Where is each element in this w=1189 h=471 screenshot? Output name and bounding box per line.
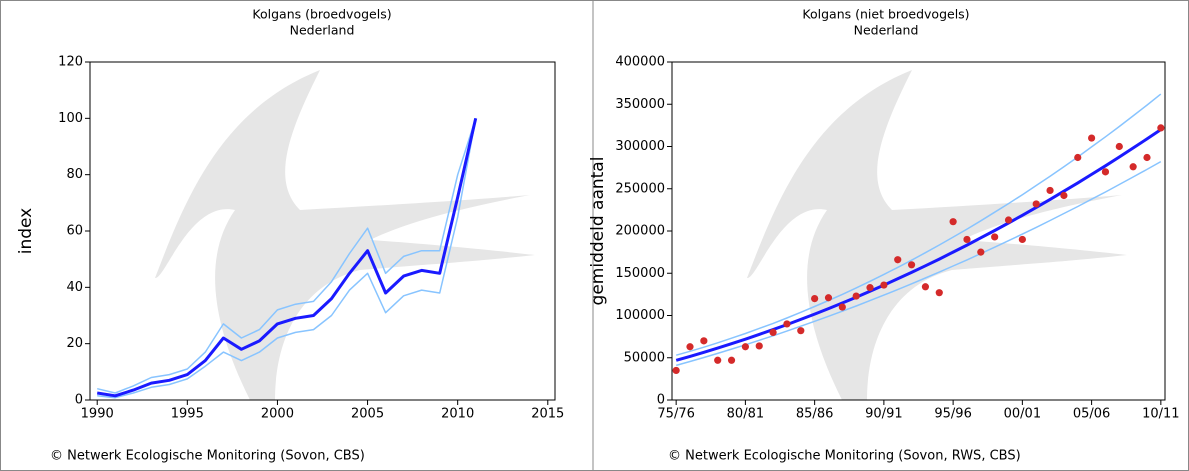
y-tick-label: 20: [66, 336, 83, 351]
x-tick-label: 2010: [441, 407, 474, 422]
x-tick-label: 85/86: [796, 407, 833, 422]
data-point: [686, 343, 694, 351]
data-point: [852, 292, 860, 300]
data-point: [1143, 153, 1151, 162]
series-line: [96, 117, 478, 398]
data-point: [866, 284, 874, 292]
data-point: [1004, 216, 1013, 224]
y-tick-label: 200000: [615, 224, 665, 239]
y-tick-label: 400000: [615, 55, 665, 70]
data-point: [824, 294, 833, 302]
data-point: [907, 261, 916, 269]
x-tick-label: 10/11: [1142, 407, 1179, 422]
data-point: [769, 328, 777, 336]
data-point: [838, 303, 846, 311]
source-note: © Netwerk Ecologische Monitoring (Sovon,…: [668, 449, 1021, 464]
series-line: [97, 118, 477, 394]
source-note: © Netwerk Ecologische Monitoring (Sovon,…: [50, 449, 365, 464]
series-line: [675, 160, 1162, 367]
y-tick-label: 100000: [615, 308, 665, 323]
data-point: [921, 283, 930, 291]
x-tick-label: 2000: [261, 407, 294, 422]
y-axis-label: gemiddeld aantal: [588, 157, 608, 306]
y-tick-label: 300000: [615, 139, 665, 154]
y-tick-label: 100: [58, 111, 83, 126]
x-tick-label: 75/76: [657, 407, 694, 422]
data-point: [1101, 168, 1110, 176]
x-tick-label: 80/81: [727, 407, 764, 422]
data-point: [1115, 142, 1123, 151]
x-tick-label: 2005: [351, 407, 384, 422]
data-point: [963, 235, 971, 244]
y-axis-label: index: [16, 208, 36, 255]
silhouette: [747, 70, 1127, 400]
x-tick-label: 90/91: [865, 407, 902, 422]
chart-subtitle: Nederland: [290, 23, 355, 38]
y-tick-label: 80: [66, 167, 83, 182]
chart-title: Kolgans (niet broedvogels): [802, 7, 969, 22]
data-point: [894, 256, 902, 264]
data-point: [755, 342, 763, 350]
data-point: [783, 320, 791, 328]
data-point: [714, 356, 722, 364]
chart-title: Kolgans (broedvogels): [252, 7, 391, 22]
data-point: [1088, 134, 1096, 142]
data-point: [1074, 153, 1082, 162]
x-tick-label: 2015: [531, 407, 564, 422]
x-tick-label: 95/96: [934, 407, 971, 422]
data-point: [741, 343, 749, 351]
data-point: [991, 233, 999, 241]
data-point: [1032, 200, 1040, 208]
silhouette: [155, 70, 535, 400]
data-point: [1060, 191, 1068, 200]
x-tick-label: 05/06: [1073, 407, 1110, 422]
data-point: [880, 281, 888, 289]
x-tick-label: 1995: [171, 407, 204, 422]
background: [155, 70, 1127, 400]
data-point: [1129, 163, 1137, 171]
data-point: [935, 289, 943, 297]
x-tick-label: 00/01: [1004, 407, 1041, 422]
data-point: [1157, 124, 1165, 132]
y-tick-label: 40: [66, 280, 83, 295]
y-tick-label: 0: [75, 393, 83, 408]
y-tick-label: 150000: [615, 266, 665, 281]
y-tick-label: 120: [58, 55, 83, 70]
chart-subtitle: Nederland: [854, 23, 919, 38]
data-point: [700, 337, 708, 345]
series-line: [97, 118, 477, 399]
y-tick-label: 60: [66, 224, 83, 239]
series-line: [675, 128, 1162, 362]
data-point: [672, 366, 680, 375]
data-point: [977, 248, 985, 256]
data-point: [811, 295, 819, 303]
data-point: [1046, 186, 1054, 195]
y-tick-label: 350000: [615, 97, 665, 112]
data-point: [949, 218, 957, 226]
y-tick-label: 250000: [615, 181, 665, 196]
data-point: [1018, 235, 1026, 244]
data-point: [797, 327, 805, 335]
y-tick-label: 0: [657, 393, 665, 408]
x-tick-label: 1990: [81, 407, 114, 422]
y-tick-label: 50000: [624, 350, 665, 365]
data-point: [727, 356, 736, 364]
